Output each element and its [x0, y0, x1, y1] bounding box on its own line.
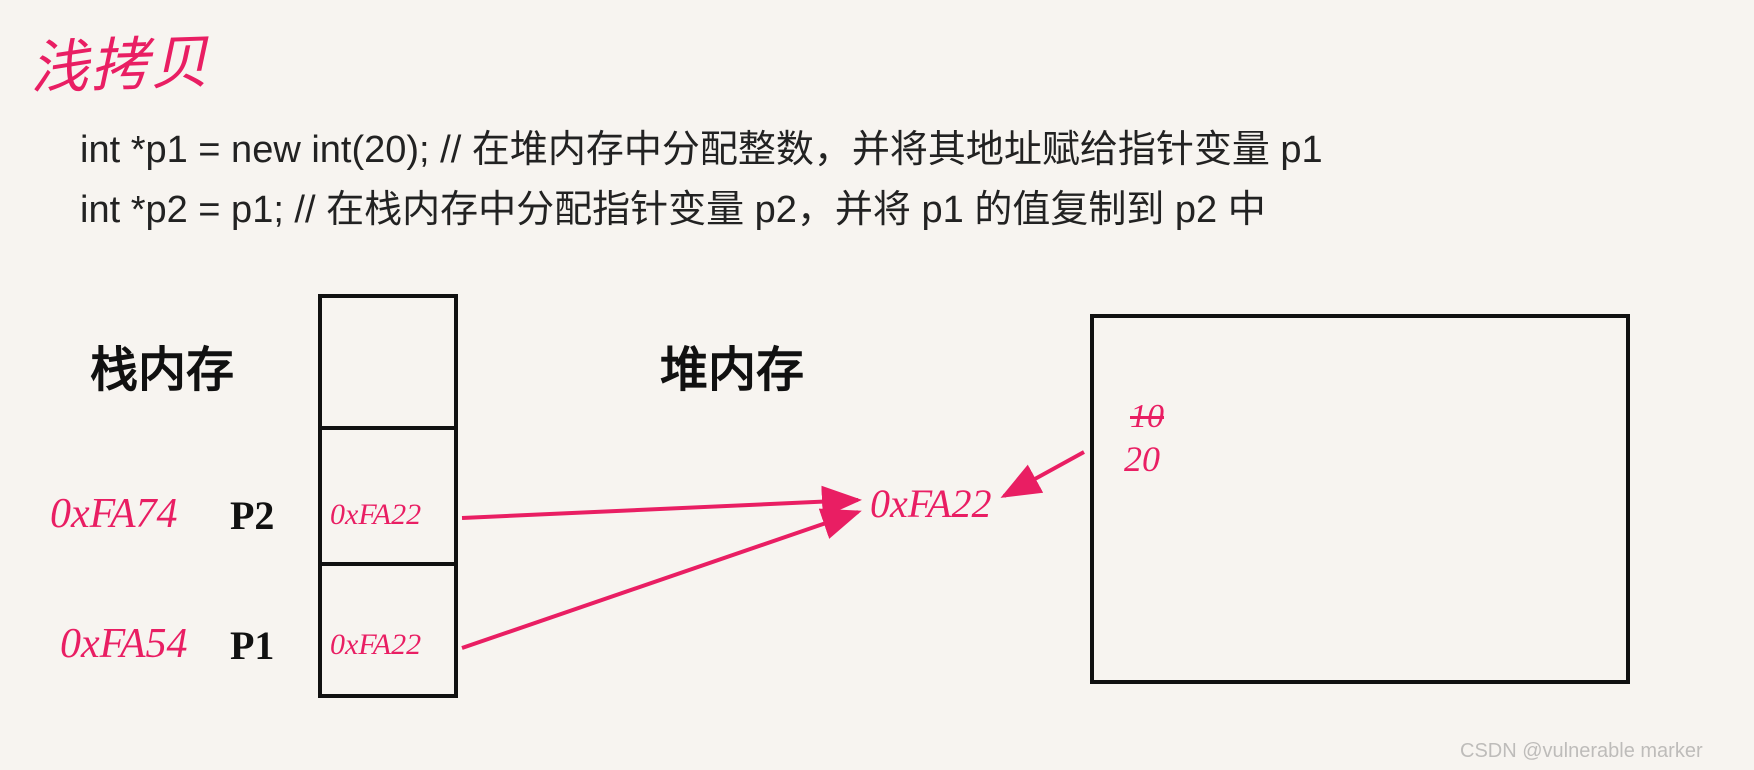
- arrow-heapval-to-addr: [1004, 452, 1084, 496]
- code-line-1: int *p1 = new int(20); // 在堆内存中分配整数，并将其地…: [80, 120, 1323, 181]
- watermark: CSDN @vulnerable marker: [1460, 740, 1703, 763]
- arrow-p2-to-heap: [462, 500, 858, 518]
- stack-var-p2: P2: [230, 492, 274, 539]
- code-line-2: int *p2 = p1; // 在栈内存中分配指针变量 p2，并将 p1 的值…: [80, 180, 1266, 241]
- stack-var-p1: P1: [230, 622, 274, 669]
- arrow-p1-to-heap: [462, 512, 858, 648]
- stack-addr-p2: 0xFA74: [50, 490, 178, 538]
- heap-value-0: 10: [1130, 398, 1164, 436]
- heap-label: 堆内存: [660, 330, 804, 400]
- stack-val-p1: 0xFA22: [330, 628, 421, 662]
- diagram-title: 浅拷贝: [29, 15, 212, 105]
- stack-val-p2: 0xFA22: [330, 498, 421, 532]
- heap-box: [1090, 314, 1630, 684]
- heap-value-1: 20: [1124, 438, 1160, 480]
- stack-label: 栈内存: [90, 330, 234, 400]
- stack-addr-p1: 0xFA54: [60, 620, 188, 668]
- heap-addr-label: 0xFA22: [870, 480, 991, 527]
- stack-divider-1: [318, 426, 458, 430]
- stack-divider-2: [318, 562, 458, 566]
